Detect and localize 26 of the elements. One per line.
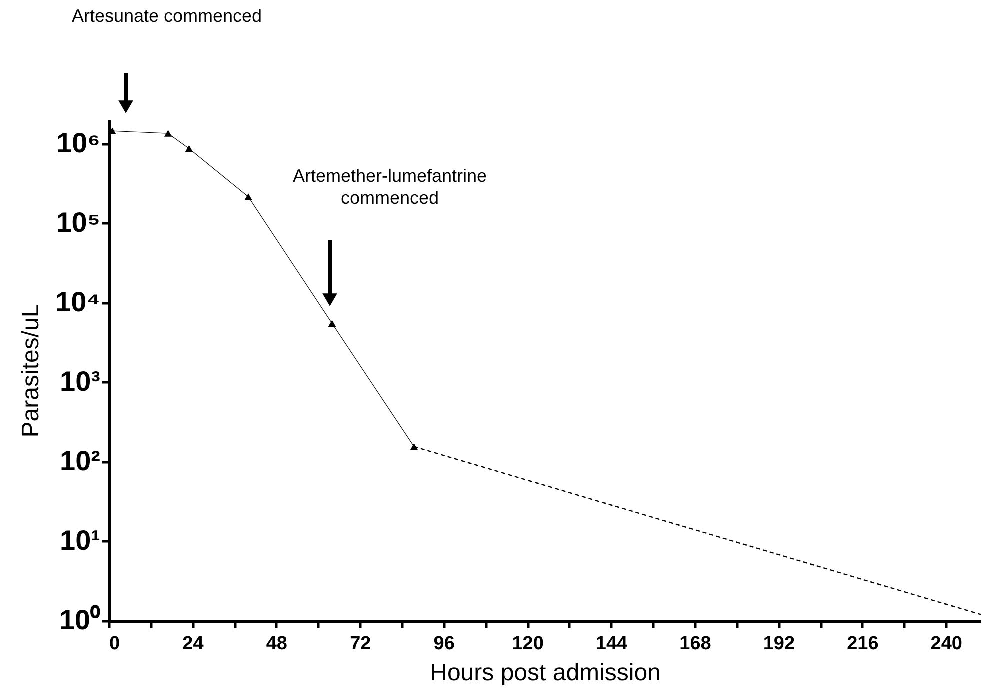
x-tick-label: 0 <box>110 634 120 654</box>
x-tick-label: 168 <box>680 634 712 654</box>
x-tick-label: 48 <box>266 634 288 654</box>
x-tick-label: 96 <box>434 634 455 654</box>
point <box>328 320 336 327</box>
y-tick-label: 10⁶ <box>56 127 100 158</box>
x-tick-label: 72 <box>350 634 372 654</box>
text: Artesunate commenced <box>72 6 262 26</box>
point <box>185 145 194 152</box>
x-tick-label: 216 <box>847 634 879 654</box>
annotation: Artemether-lumefantrine commenced <box>292 166 488 208</box>
y-axis-title: Parasites/uL <box>18 304 45 438</box>
y-tick-label: 10⁴ <box>56 286 100 318</box>
point <box>244 194 252 200</box>
x-tick-label: 144 <box>596 634 628 654</box>
point <box>164 130 172 137</box>
y-tick-label: 10³ <box>60 366 100 397</box>
y-tick-label: 10⁵ <box>56 206 100 238</box>
y-tick-label: 10⁰ <box>59 604 100 636</box>
x-tick-label: 240 <box>930 634 962 654</box>
x-tick-label: 192 <box>763 634 796 654</box>
x-axis-title: Hours post admission <box>430 660 661 686</box>
y-tick-label: 10¹ <box>60 524 100 556</box>
y-tick-label: 10² <box>60 445 100 476</box>
x-tick-label: 120 <box>512 634 544 654</box>
x-tick-label: 24 <box>182 634 204 654</box>
